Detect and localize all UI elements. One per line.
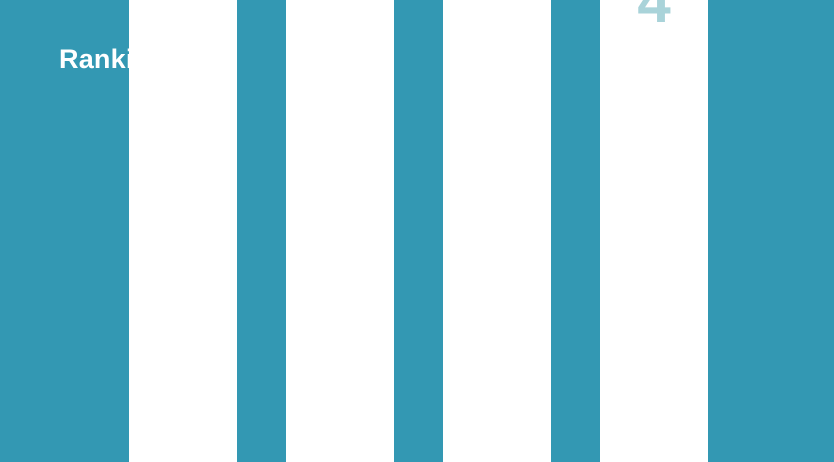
bar-group: 71%3Art MarketResearch &Information: [443, 0, 551, 462]
bar: [286, 0, 394, 462]
bar: [600, 0, 708, 462]
bar-group: 65%4ArtPhilanthropy: [600, 0, 708, 462]
bar: [129, 0, 237, 462]
rank-label: 4: [637, 0, 671, 35]
bar-group: 76%1Art &EstatePlanning: [286, 0, 394, 462]
bar: [443, 0, 551, 462]
bar-group: 73%2ArtValuationAppraisal: [129, 0, 237, 462]
